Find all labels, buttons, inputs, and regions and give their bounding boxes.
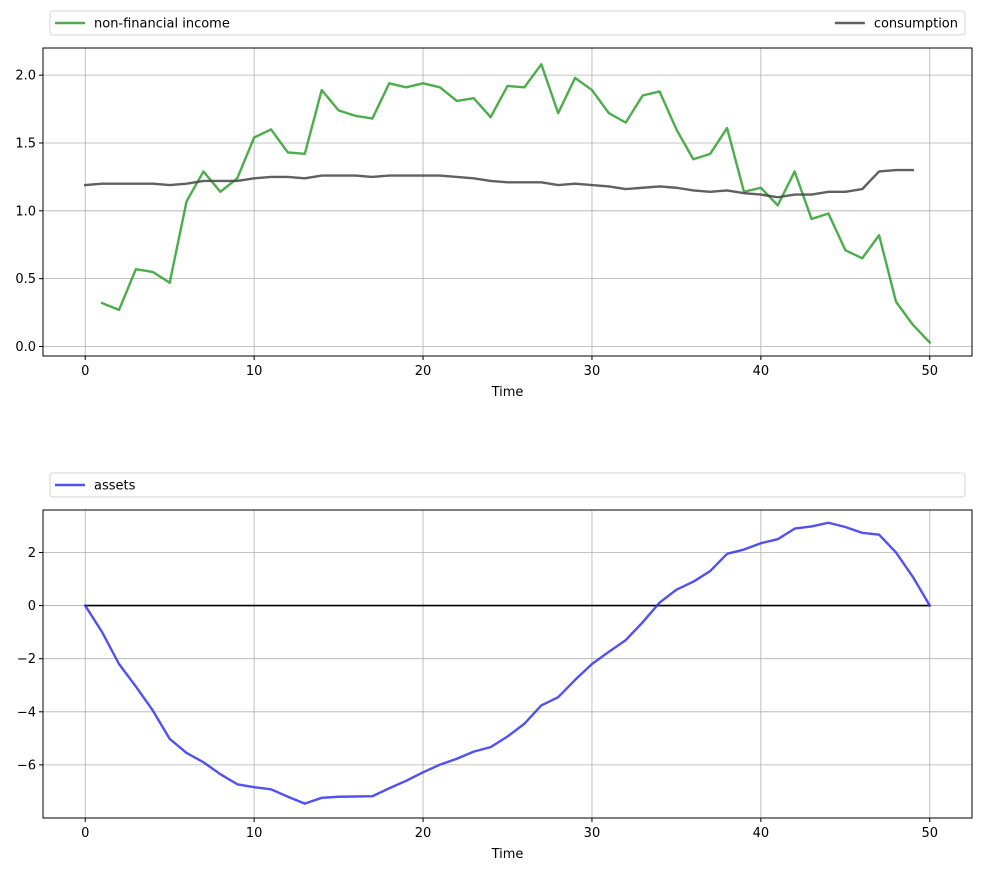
y-tick-label: 1.0 [15,204,36,219]
x-tick-label: 0 [81,826,89,841]
x-tick-label: 10 [246,826,263,841]
y-tick-label: 2 [28,546,36,561]
x-tick-label: 30 [584,364,601,379]
x-tick-label: 20 [415,826,432,841]
legend-label-consumption: consumption [874,17,958,32]
chart-panel-2: 0 10 20 30 40 50 −6 −4 −2 0 2 Time assets [17,472,973,862]
legend-box [49,472,966,498]
x-tick-label: 10 [246,364,263,379]
legend-label-non-financial-income: non-financial income [94,17,230,32]
y-tick-label: −4 [17,705,36,720]
legend-label-assets: assets [94,479,136,494]
axes-frame [42,509,973,819]
series-line-assets [83,521,932,805]
axes-frame [42,47,973,357]
y-tick-label: 0.0 [15,340,36,355]
x-tick-label: 50 [921,826,938,841]
x-tick-label: 50 [921,364,938,379]
legend: non-financial income consumption [49,10,966,36]
x-tick-label: 30 [584,826,601,841]
legend: assets [49,472,966,498]
legend-box [49,10,966,36]
series-line-non-financial-income [100,63,932,345]
x-tick-label: 40 [753,826,770,841]
chart-panel-1: 0 10 20 30 40 50 0.0 0.5 1.0 1.5 2.0 Time non-financ… [15,10,973,400]
y-tick-label: 0.5 [15,272,36,287]
y-tick-label: 0 [28,599,36,614]
series-line-consumption [83,168,915,199]
y-tick-label: 2.0 [15,69,36,84]
x-axis-label: Time [491,385,524,400]
x-tick-label: 20 [415,364,432,379]
y-tick-label: −2 [17,652,36,667]
y-tick-label: −6 [17,758,36,773]
x-tick-label: 0 [81,364,89,379]
x-tick-label: 40 [753,364,770,379]
y-tick-label: 1.5 [15,136,36,151]
x-axis-label: Time [491,847,524,862]
